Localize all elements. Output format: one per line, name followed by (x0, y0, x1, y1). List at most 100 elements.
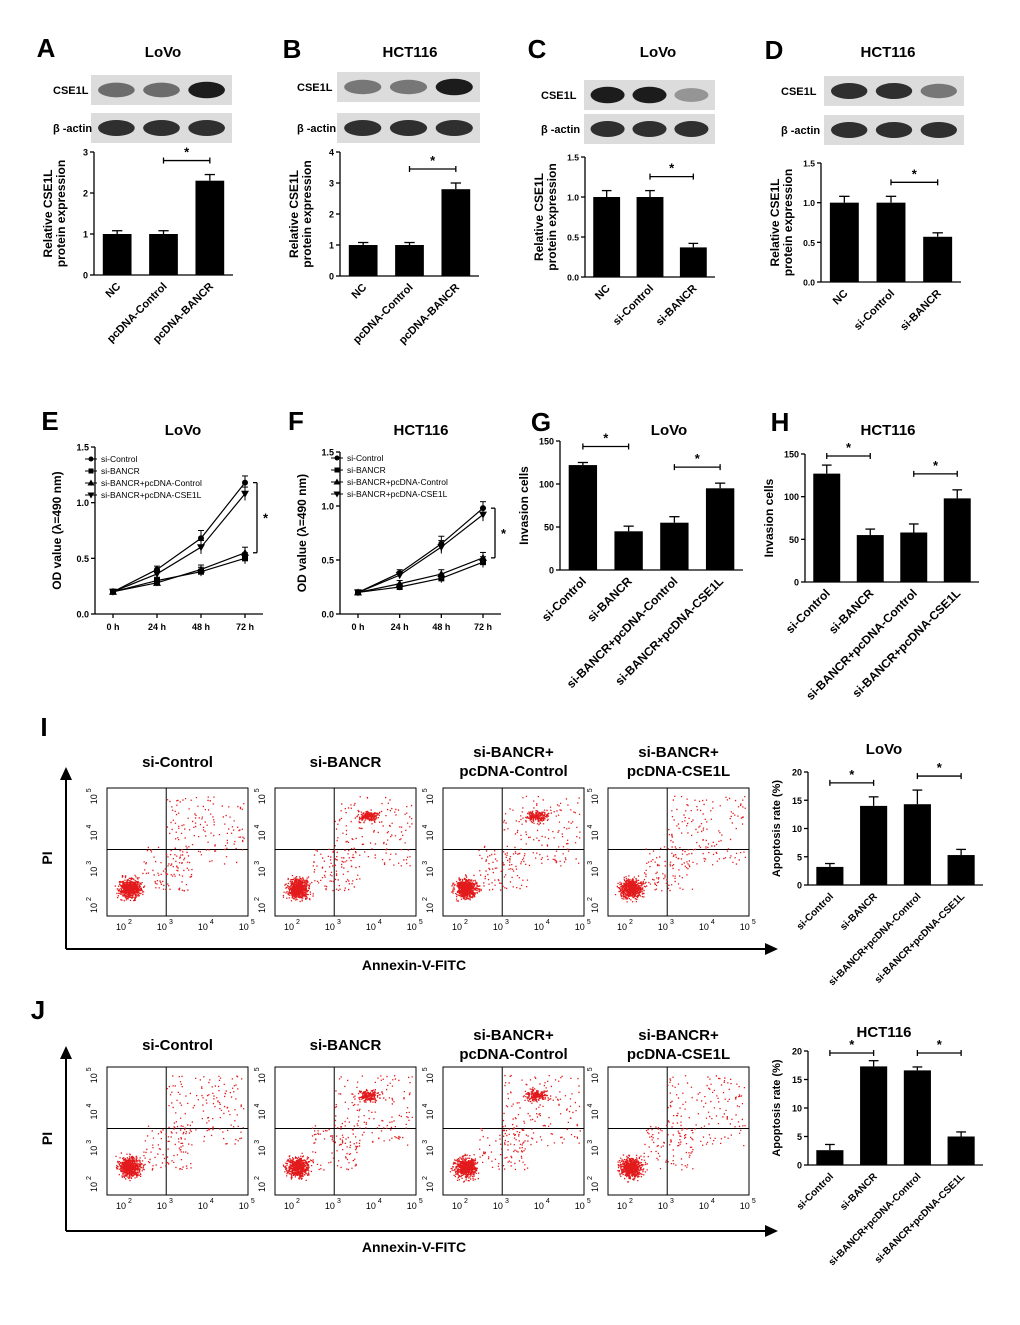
category-label: si-Control (795, 891, 836, 932)
panel-title-A: LoVo (145, 44, 181, 61)
y-tick-label: 10 (425, 1109, 435, 1119)
bar (876, 202, 906, 282)
bar-chart-I: 0 5 10 15 20 si-Control si-BANCRsi-BANCR+pcDNA… (771, 760, 983, 988)
significance-star: * (937, 1037, 943, 1052)
legend-entry: si-BANCR (347, 465, 386, 475)
plot-title: si-Control (142, 754, 213, 771)
y-axis-label: protein expression (781, 169, 795, 276)
triangle-up-marker (437, 570, 446, 578)
legend-entry: si-Control (347, 453, 383, 463)
x-tick-label: 10 (157, 1201, 167, 1211)
y-tick-label: 10 (590, 867, 600, 877)
y-tick-label: 0.0 (567, 273, 579, 283)
x-tick-exponent: 4 (210, 1198, 214, 1205)
y-tick-exponent: 4 (587, 824, 594, 828)
plot-frame (442, 1066, 585, 1196)
bar (816, 1150, 844, 1165)
bar (636, 197, 664, 277)
panel-letter-E: E (41, 406, 58, 436)
y-tick-label: 50 (789, 535, 799, 545)
triangle-up-marker (333, 478, 341, 485)
x-tick-label: 10 (575, 922, 585, 932)
bar (102, 234, 132, 275)
blot-label: β -actin (297, 123, 336, 135)
panel-title-J: HCT116 (856, 1024, 911, 1041)
category-label: NC (104, 281, 124, 301)
x-tick-label: 10 (617, 1201, 627, 1211)
y-tick-exponent: 3 (422, 1140, 429, 1144)
scatter-points (114, 796, 245, 902)
western-blot-D: CSE1L β -actin (781, 76, 964, 145)
panel-title-E: LoVo (165, 422, 201, 439)
panel-title-B: HCT116 (382, 44, 437, 61)
y-tick-exponent: 2 (254, 1176, 261, 1180)
x-tick-label: 24 h (391, 622, 409, 632)
y-tick-exponent: 3 (254, 1140, 261, 1144)
y-tick-label: 10 (89, 1182, 99, 1192)
y-tick-label: 1 (83, 230, 88, 240)
x-tick-label: 10 (284, 922, 294, 932)
plot-title: si-Control (142, 1037, 213, 1054)
y-tick-label: 10 (89, 830, 99, 840)
x-tick-label: 10 (534, 1201, 544, 1211)
y-tick-label: 0.0 (321, 610, 334, 620)
y-axis-label: Relative CSE1L (41, 169, 55, 257)
x-tick-label: 10 (575, 1201, 585, 1211)
y-tick-label: 10 (425, 794, 435, 804)
bar (943, 498, 971, 582)
y-tick-label: 0 (83, 271, 88, 281)
bar-chart-J: 0 5 10 15 20 si-Control si-BANCRsi-BANCR+pcDNA… (771, 1037, 983, 1268)
blot-band (875, 82, 913, 100)
x-tick-label: 10 (699, 922, 709, 932)
western-blot-C: CSE1L β -actin (541, 80, 715, 144)
legend-entry: si-BANCR+pcDNA-Control (347, 477, 448, 487)
triangle-up-marker (153, 578, 161, 586)
significance-star: * (849, 1037, 855, 1052)
arrow-head (765, 943, 778, 955)
panel-letter-A: A (37, 33, 56, 63)
x-tick-exponent: 2 (296, 1198, 300, 1205)
scatter-points (449, 1074, 581, 1183)
y-tick-exponent: 4 (254, 824, 261, 828)
x-tick-label: 10 (198, 1201, 208, 1211)
triangle-down-marker (354, 589, 362, 597)
significance-star: * (849, 767, 855, 782)
x-tick-exponent: 3 (169, 919, 173, 926)
y-tick-label: 1 (329, 241, 334, 251)
blot-band (875, 121, 913, 139)
x-tick-exponent: 2 (128, 1198, 132, 1205)
category-label: si-Control (539, 574, 589, 624)
y-tick-label: 10 (257, 903, 267, 913)
significance-star: * (846, 440, 852, 455)
y-tick-label: 10 (257, 830, 267, 840)
x-tick-label: 24 h (148, 622, 166, 632)
triangle-down-marker (153, 570, 161, 578)
category-label: si-Control (852, 288, 897, 333)
plot-title: si-BANCR+ (473, 1027, 554, 1044)
arrow-head (765, 1225, 778, 1237)
y-tick-label: 15 (792, 1075, 802, 1085)
x-tick-label: 10 (617, 922, 627, 932)
significance-star: * (912, 166, 918, 181)
y-tick-label: 10 (257, 1146, 267, 1156)
y-tick-label: 10 (792, 824, 802, 834)
y-tick-label: 10 (590, 794, 600, 804)
x-tick-label: 10 (534, 922, 544, 932)
blot-band (590, 120, 625, 138)
bar (856, 535, 884, 582)
blot-band (98, 82, 135, 98)
y-tick-exponent: 5 (587, 1067, 594, 1071)
significance-star: * (263, 511, 269, 526)
x-tick-exponent: 5 (419, 1198, 423, 1205)
x-tick-exponent: 4 (378, 919, 382, 926)
y-tick-label: 1.5 (76, 443, 89, 453)
y-tick-label: 10 (257, 1182, 267, 1192)
plot-title: pcDNA-CSE1L (627, 763, 730, 780)
x-tick-exponent: 3 (337, 919, 341, 926)
category-label: si-BANCR+pcDNA-Control (827, 1171, 924, 1268)
blot-band (143, 119, 180, 137)
